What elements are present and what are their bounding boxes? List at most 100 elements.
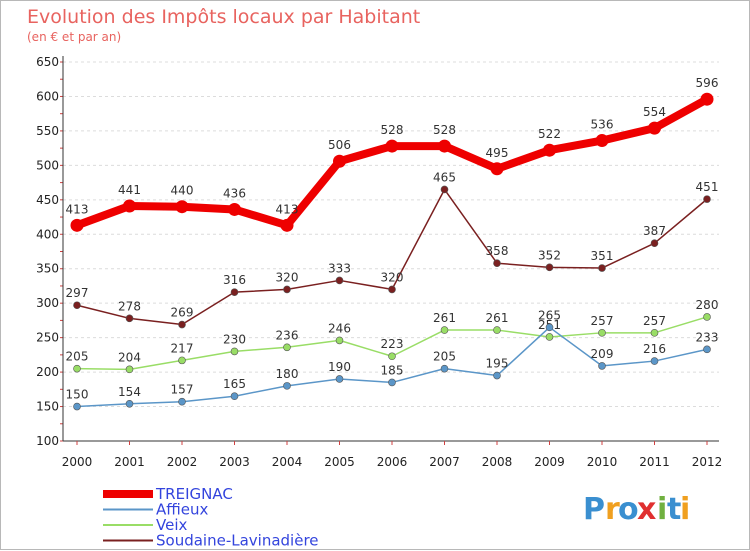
chart-title: Evolution des Impôts locaux par Habitant xyxy=(27,6,420,28)
data-point xyxy=(333,154,346,168)
data-point xyxy=(650,329,659,337)
data-point xyxy=(283,343,291,352)
data-label: 261 xyxy=(433,311,456,325)
data-point xyxy=(335,276,344,285)
data-point xyxy=(703,345,711,354)
x-tick-label: 2002 xyxy=(167,455,198,469)
data-point xyxy=(545,333,554,341)
y-tick-label: 650 xyxy=(36,55,59,69)
data-label: 554 xyxy=(643,105,666,119)
data-point xyxy=(650,357,659,365)
x-tick-label: 2006 xyxy=(377,455,408,469)
data-label: 233 xyxy=(696,330,719,344)
y-tick-label: 300 xyxy=(36,296,59,310)
x-tick-label: 2008 xyxy=(482,455,513,469)
data-label: 320 xyxy=(276,270,299,284)
data-point xyxy=(335,336,344,345)
y-tick-label: 200 xyxy=(36,365,59,379)
data-point xyxy=(598,362,606,370)
data-label: 180 xyxy=(276,367,299,381)
data-label: 536 xyxy=(591,118,614,132)
data-point xyxy=(440,364,449,373)
x-tick-label: 2009 xyxy=(534,455,565,469)
x-tick-label: 2003 xyxy=(219,455,250,469)
y-tick-label: 150 xyxy=(36,400,59,414)
data-point xyxy=(595,134,609,148)
data-point xyxy=(70,218,84,232)
x-tick-label: 2004 xyxy=(272,455,303,469)
data-point xyxy=(648,121,661,135)
data-point xyxy=(388,285,396,294)
data-point xyxy=(545,323,554,332)
data-point xyxy=(598,264,606,272)
data-label: 596 xyxy=(696,76,719,90)
logo-letter: o xyxy=(618,492,639,527)
data-point xyxy=(543,143,556,157)
data-label: 150 xyxy=(66,388,89,402)
data-point xyxy=(125,314,134,323)
data-point xyxy=(703,195,711,203)
x-tick-label: 2010 xyxy=(587,455,618,469)
data-label: 333 xyxy=(328,261,351,275)
data-point xyxy=(178,397,186,406)
data-label: 352 xyxy=(538,248,561,262)
data-label: 185 xyxy=(381,363,404,377)
x-tick-label: 2011 xyxy=(639,455,670,469)
data-label: 204 xyxy=(118,350,141,364)
legend-item: Veix xyxy=(103,516,187,534)
logo-letter: i xyxy=(657,492,667,527)
data-point xyxy=(385,139,399,153)
legend-label: Veix xyxy=(156,516,187,534)
data-point xyxy=(230,347,239,356)
data-point xyxy=(283,382,291,390)
data-point xyxy=(125,399,134,408)
x-tick-label: 2000 xyxy=(62,455,93,469)
data-label: 528 xyxy=(433,123,456,137)
data-label: 440 xyxy=(171,184,194,198)
data-label: 165 xyxy=(223,377,246,391)
logo-letter: t xyxy=(667,492,681,527)
series-2: 205204217230236246223261261251257257280 xyxy=(66,298,718,374)
data-point xyxy=(175,200,189,214)
legend-item: TREIGNAC xyxy=(103,485,233,503)
logo-letter: x xyxy=(637,492,656,527)
data-point xyxy=(650,239,659,248)
data-label: 358 xyxy=(486,244,509,258)
data-point xyxy=(230,392,239,401)
data-label: 413 xyxy=(276,202,299,216)
data-point xyxy=(700,92,714,106)
data-label: 257 xyxy=(591,314,614,328)
data-label: 506 xyxy=(328,138,351,152)
data-label: 230 xyxy=(223,332,246,346)
data-point xyxy=(283,285,291,294)
data-label: 157 xyxy=(171,383,194,397)
y-tick-label: 450 xyxy=(36,193,59,207)
data-label: 205 xyxy=(433,350,456,364)
data-label: 195 xyxy=(486,357,509,371)
data-label: 451 xyxy=(696,180,719,194)
legend-label: Soudaine-Lavinadière xyxy=(156,532,319,550)
data-point xyxy=(438,139,451,153)
data-label: 495 xyxy=(486,146,509,160)
data-point xyxy=(73,402,81,411)
data-label: 190 xyxy=(328,360,351,374)
data-point xyxy=(493,326,501,334)
data-point xyxy=(280,218,294,232)
data-point xyxy=(230,288,239,296)
data-label: 413 xyxy=(66,202,89,216)
legend-item: Affieux xyxy=(103,501,208,519)
data-label: 217 xyxy=(171,341,194,355)
data-point xyxy=(490,162,504,176)
legend-label: TREIGNAC xyxy=(155,485,233,503)
logo-letter: P xyxy=(583,492,605,527)
data-label: 465 xyxy=(433,170,456,184)
data-label: 441 xyxy=(118,183,141,197)
x-tick-label: 2005 xyxy=(324,455,355,469)
x-tick-label: 2001 xyxy=(114,455,145,469)
data-label: 246 xyxy=(328,321,351,335)
data-label: 261 xyxy=(486,311,509,325)
logo-letter: r xyxy=(605,492,620,527)
series-3: 297 278 269 316 320 333 320 465 358 352 351 387 451 xyxy=(66,170,719,329)
